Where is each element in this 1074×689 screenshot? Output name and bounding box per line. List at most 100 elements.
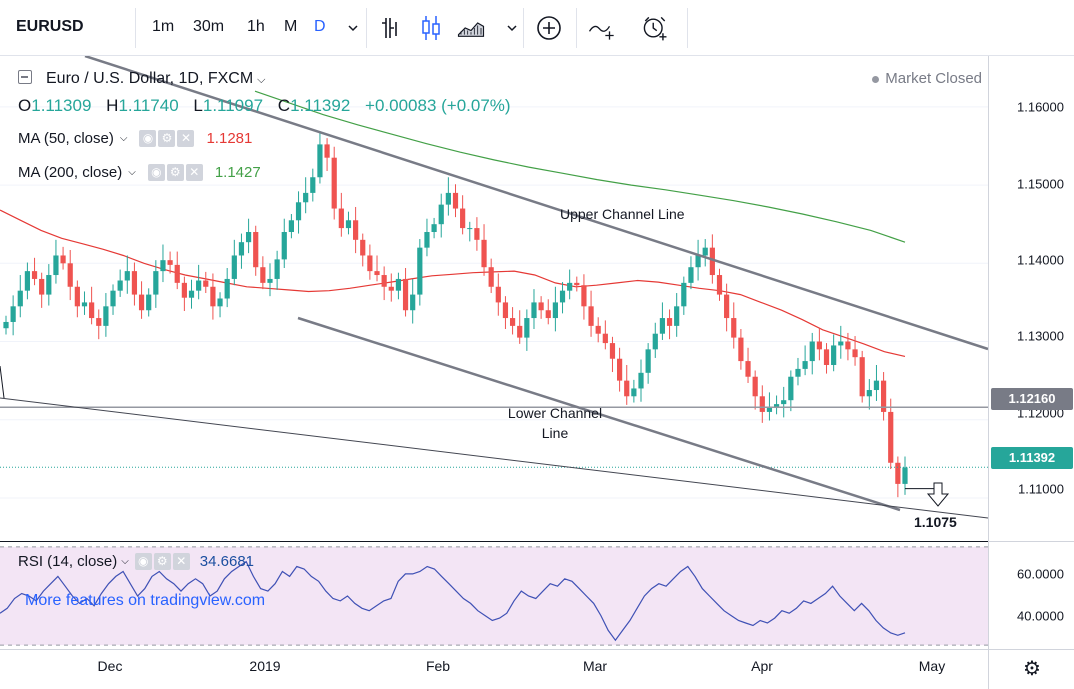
candle-body [167, 260, 173, 265]
chevron-down-icon[interactable]: ⌵ [119, 133, 128, 144]
close-icon[interactable]: ✕ [177, 130, 195, 147]
trend-line-stub [0, 365, 5, 399]
gear-icon[interactable]: ⚙ [158, 130, 176, 147]
price-axis[interactable]: 1.16000 1.15000 1.14000 1.13000 1.12000 … [988, 56, 1074, 541]
candles-icon[interactable] [416, 12, 446, 44]
candle-body [781, 400, 787, 405]
down-arrow-icon [926, 482, 950, 507]
candle-body [724, 294, 730, 319]
market-status-text: Market Closed [885, 70, 982, 87]
candle-body [902, 467, 908, 484]
eye-icon[interactable]: ◉ [139, 130, 157, 147]
gear-icon[interactable]: ⚙ [153, 553, 171, 570]
candle-body [602, 333, 608, 344]
time-axis[interactable]: Dec 2019 Feb Mar Apr May [0, 649, 988, 689]
candle-body [81, 302, 88, 307]
chart-legend-title[interactable]: Euro / U.S. Dollar, 1D, FXCM ⌵ [18, 70, 266, 88]
chevron-down-icon[interactable]: ⌵ [257, 74, 266, 86]
chevron-down-icon[interactable] [497, 12, 519, 44]
lower-channel-annotation[interactable]: Lower Channel Line [500, 403, 610, 443]
candle-body [845, 341, 851, 350]
candle-body [766, 408, 773, 412]
candle-body [866, 390, 872, 397]
candle-body [324, 144, 330, 158]
compare-icon[interactable] [587, 12, 623, 44]
timeframe-M[interactable]: M [284, 18, 298, 35]
main-chart-pane[interactable] [0, 56, 988, 541]
rsi-tick: 60.0000 [1017, 566, 1064, 582]
candle-body [666, 318, 673, 326]
eye-icon[interactable]: ◉ [134, 553, 152, 570]
candle-body [574, 282, 580, 286]
close-label: C [277, 96, 291, 115]
add-indicator-icon[interactable] [534, 12, 564, 44]
candle-body [24, 271, 31, 291]
price-chart[interactable] [0, 56, 988, 541]
candle-body [674, 306, 680, 326]
candle-body [374, 271, 380, 276]
candle-body [338, 208, 344, 229]
candle-body [146, 294, 152, 311]
candle-body [609, 343, 616, 359]
candle-body [460, 208, 466, 229]
candle-body [552, 302, 558, 319]
timeframe-1h[interactable]: 1h [247, 18, 265, 35]
time-tick: Mar [582, 658, 608, 674]
candle-body [295, 202, 302, 221]
candle-body [217, 298, 223, 307]
rsi-legend[interactable]: RSI (14, close) ⌵ ◉ ⚙ ✕ 34.6681 [18, 553, 254, 570]
candle-body [138, 294, 145, 311]
candle-body [10, 306, 16, 322]
eye-icon[interactable]: ◉ [147, 164, 165, 181]
chevron-down-icon[interactable]: ⌵ [128, 167, 136, 178]
candle-body [89, 302, 95, 319]
candle-body [524, 318, 530, 338]
symbol-search[interactable]: EURUSD [16, 18, 84, 35]
ma50-controls: ◉ ⚙ ✕ [139, 130, 195, 147]
candle-body [452, 192, 459, 209]
candle-body [702, 247, 708, 256]
candle-body [559, 290, 566, 303]
candle-body [96, 318, 102, 326]
candle-body [581, 285, 587, 307]
target-annotation[interactable]: 1.1075 [914, 514, 957, 530]
chevron-down-icon[interactable] [338, 12, 360, 44]
area-chart-icon[interactable] [456, 12, 492, 44]
symbol-description: Euro / U.S. Dollar, 1D, FXCM [46, 70, 254, 87]
candle-body [46, 275, 52, 295]
chart-settings-icon[interactable] [18, 70, 32, 84]
gear-icon[interactable]: ⚙ [166, 164, 184, 181]
candle-body [188, 290, 195, 298]
candle-body [859, 357, 865, 397]
candle-body [317, 144, 323, 178]
timeframe-D[interactable]: D [314, 18, 326, 35]
time-tick: Dec [97, 658, 123, 674]
timeframe-1m[interactable]: 1m [152, 18, 175, 35]
candle-body [231, 255, 237, 279]
low-value: 1.11097 [202, 96, 264, 115]
ma200-value: 1.1427 [214, 164, 261, 181]
chevron-down-icon[interactable]: ⌵ [121, 556, 129, 567]
upper-channel-annotation[interactable]: Upper Channel Line [560, 206, 685, 222]
timeframe-30m[interactable]: 30m [193, 18, 225, 35]
price-tick: 1.11000 [1017, 481, 1064, 497]
long-trend-line [0, 397, 988, 519]
candle-body [709, 247, 715, 276]
candle-body [588, 306, 594, 326]
toolbar-divider [576, 8, 577, 48]
candle-body [203, 280, 209, 287]
ma50-line [0, 209, 906, 357]
candle-body [181, 282, 187, 298]
ma50-legend[interactable]: MA (50, close) ⌵ ◉ ⚙ ✕ 1.1281 [18, 130, 252, 147]
promo-link[interactable]: More features on tradingview.com [25, 592, 266, 609]
close-icon[interactable]: ✕ [185, 164, 203, 181]
ma200-legend[interactable]: MA (200, close) ⌵ ◉ ⚙ ✕ 1.1427 [18, 164, 261, 181]
price-tick: 1.13000 [1017, 328, 1064, 344]
close-icon[interactable]: ✕ [172, 553, 190, 570]
bar-chart-icon[interactable] [377, 12, 407, 44]
level-price-tag: 1.12160 [991, 388, 1073, 410]
rsi-axis[interactable]: 60.0000 40.0000 [988, 541, 1074, 649]
gear-icon[interactable]: ⚙ [1023, 658, 1041, 680]
alert-icon[interactable] [640, 12, 674, 44]
candle-body [495, 286, 501, 303]
